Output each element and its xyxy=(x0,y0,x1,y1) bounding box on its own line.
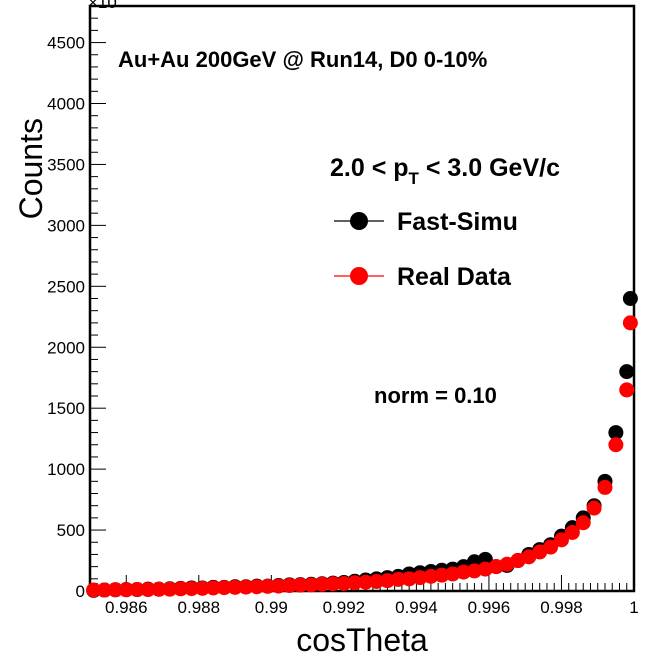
y-tick-label: 1500 xyxy=(47,399,85,418)
data-point xyxy=(543,539,559,555)
legend: Fast-Simu Real Data xyxy=(334,208,518,291)
pt-range-prefix: 2.0 < p xyxy=(330,154,409,182)
y-tick-label: 4500 xyxy=(47,34,85,53)
data-point xyxy=(205,580,221,596)
data-point xyxy=(184,581,200,597)
data-point xyxy=(325,576,341,592)
chart-title: Au+Au 200GeV @ Run14, D0 0-10% xyxy=(118,47,487,72)
legend-entry: Real Data xyxy=(334,263,512,291)
data-point xyxy=(622,291,638,306)
data-point xyxy=(249,579,265,595)
legend-label: Fast-Simu xyxy=(397,208,518,236)
data-point xyxy=(622,315,638,331)
legend-marker xyxy=(350,267,368,285)
data-point xyxy=(456,564,472,580)
y-axis-exponent: ×10 xyxy=(88,0,117,12)
data-point xyxy=(358,574,374,590)
x-tick-label: 0.99 xyxy=(255,598,288,617)
data-point xyxy=(619,382,635,398)
legend-label: Real Data xyxy=(397,263,512,291)
data-points xyxy=(86,291,638,598)
norm-label: norm = 0.10 xyxy=(374,383,497,408)
data-point xyxy=(401,571,417,587)
data-point xyxy=(553,532,569,548)
x-tick-label: 0.992 xyxy=(323,598,366,617)
y-tick-label: 3500 xyxy=(47,155,85,174)
data-point xyxy=(303,577,319,593)
data-point xyxy=(597,479,613,495)
x-tick-label: 1 xyxy=(629,598,638,617)
data-point xyxy=(608,437,624,453)
data-point xyxy=(129,582,145,598)
data-point xyxy=(97,582,113,598)
data-point xyxy=(227,579,243,595)
y-tick-label: 500 xyxy=(57,521,85,540)
data-point xyxy=(575,515,591,531)
data-point xyxy=(162,581,178,597)
y-tick-label: 1000 xyxy=(47,460,85,479)
data-point xyxy=(271,578,287,594)
data-point xyxy=(619,364,635,380)
x-tick-label: 0.986 xyxy=(105,598,148,617)
data-point xyxy=(173,581,189,597)
data-point xyxy=(390,571,406,587)
data-point xyxy=(107,582,123,598)
x-axis-label: cosTheta xyxy=(296,622,428,658)
data-point xyxy=(434,567,450,583)
data-point xyxy=(379,573,395,589)
y-axis-label: Counts xyxy=(13,118,49,219)
x-tick-label: 0.988 xyxy=(178,598,221,617)
pt-range-label: 2.0 < pT < 3.0 GeV/c xyxy=(330,154,560,188)
tick-labels: 0.986 0.988 0.99 0.992 0.994 0.996 0.998 1 0 500 1… xyxy=(47,34,639,617)
pt-range-suffix: < 3.0 GeV/c xyxy=(419,154,560,182)
y-tick-label: 3000 xyxy=(47,216,85,235)
data-point xyxy=(336,575,352,591)
data-point xyxy=(608,425,624,441)
data-point xyxy=(423,568,439,584)
data-point xyxy=(412,570,428,586)
data-point xyxy=(86,582,102,598)
data-point xyxy=(586,500,602,516)
data-point xyxy=(118,582,134,598)
axis-ticks xyxy=(89,5,635,592)
data-point xyxy=(281,578,297,594)
data-point xyxy=(369,573,385,589)
x-tick-label: 0.994 xyxy=(395,598,438,617)
data-point xyxy=(238,579,254,595)
data-point xyxy=(260,578,276,594)
legend-entry: Fast-Simu xyxy=(334,208,518,236)
legend-marker xyxy=(350,212,368,230)
data-point xyxy=(292,577,308,593)
data-point xyxy=(564,525,580,540)
data-point xyxy=(347,575,363,591)
x-tick-label: 0.998 xyxy=(540,598,583,617)
x-tick-label: 0.996 xyxy=(468,598,511,617)
y-tick-label: 0 xyxy=(76,582,85,601)
data-point xyxy=(314,576,330,592)
data-point xyxy=(194,580,210,596)
data-point xyxy=(140,582,156,598)
y-tick-label: 4000 xyxy=(47,95,85,114)
series-real-data xyxy=(86,315,638,598)
y-tick-label: 2500 xyxy=(47,277,85,296)
pt-range-subscript: T xyxy=(409,169,420,188)
data-point xyxy=(216,580,232,596)
plot-frame xyxy=(88,4,636,593)
data-point xyxy=(151,581,167,597)
y-tick-label: 2000 xyxy=(47,338,85,357)
